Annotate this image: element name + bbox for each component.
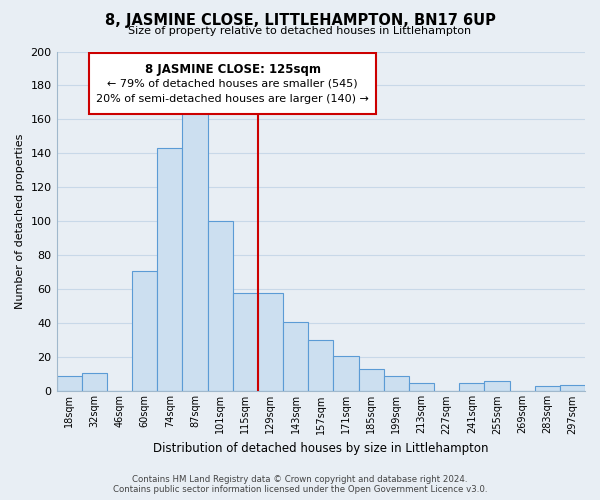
Text: Size of property relative to detached houses in Littlehampton: Size of property relative to detached ho…	[128, 26, 472, 36]
X-axis label: Distribution of detached houses by size in Littlehampton: Distribution of detached houses by size …	[153, 442, 488, 455]
Bar	[334, 356, 359, 392]
Text: ← 79% of detached houses are smaller (545): ← 79% of detached houses are smaller (54…	[107, 78, 358, 88]
Bar	[359, 370, 383, 392]
Text: 20% of semi-detached houses are larger (140) →: 20% of semi-detached houses are larger (…	[96, 94, 369, 104]
Bar	[208, 222, 233, 392]
Text: Contains HM Land Registry data © Crown copyright and database right 2024.
Contai: Contains HM Land Registry data © Crown c…	[113, 474, 487, 494]
Bar	[132, 270, 157, 392]
Bar	[258, 293, 283, 392]
Bar	[182, 102, 208, 392]
Bar	[560, 384, 585, 392]
Bar	[89, 53, 376, 114]
Bar	[535, 386, 560, 392]
Bar	[82, 372, 107, 392]
Bar	[308, 340, 334, 392]
Bar	[484, 381, 509, 392]
Bar	[459, 383, 484, 392]
Bar	[409, 383, 434, 392]
Y-axis label: Number of detached properties: Number of detached properties	[15, 134, 25, 309]
Bar	[383, 376, 409, 392]
Bar	[283, 322, 308, 392]
Bar	[157, 148, 182, 392]
Text: 8 JASMINE CLOSE: 125sqm: 8 JASMINE CLOSE: 125sqm	[145, 64, 320, 76]
Bar	[56, 376, 82, 392]
Bar	[233, 293, 258, 392]
Text: 8, JASMINE CLOSE, LITTLEHAMPTON, BN17 6UP: 8, JASMINE CLOSE, LITTLEHAMPTON, BN17 6U…	[104, 12, 496, 28]
